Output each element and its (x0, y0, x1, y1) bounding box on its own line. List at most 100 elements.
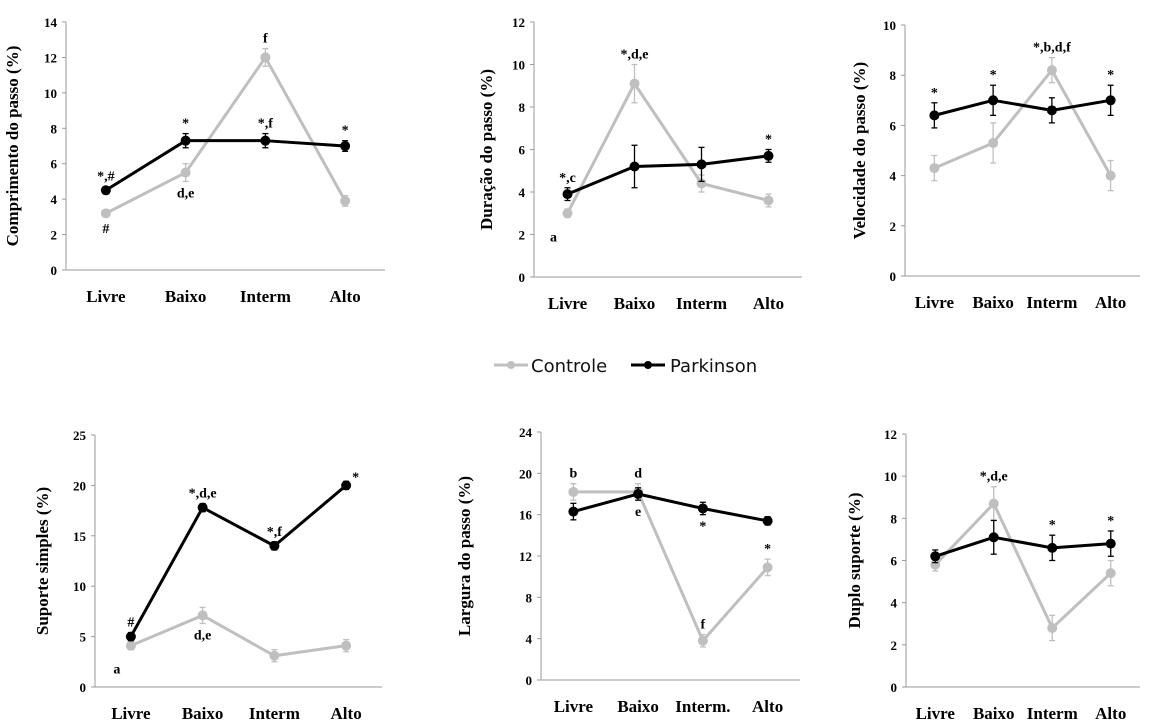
significance-annotation: *,f (258, 117, 274, 132)
y-tick-label: 4 (526, 632, 533, 647)
significance-annotation: * (990, 68, 997, 83)
y-tick-label: 5 (80, 630, 87, 645)
data-point (629, 78, 640, 89)
y-tick-label: 12 (44, 50, 57, 65)
y-tick-label: 0 (80, 680, 87, 695)
y-tick-label: 15 (73, 529, 87, 544)
series-line (934, 98, 1111, 117)
y-axis-label: Comprimento do passo (%) (3, 46, 22, 247)
x-tick-label: Baixo (617, 697, 659, 716)
data-point (341, 640, 352, 651)
series-controle (125, 606, 352, 663)
data-point (988, 498, 999, 509)
data-point (125, 640, 136, 651)
series-line (105, 55, 347, 215)
y-tick-label: 10 (884, 469, 897, 484)
y-tick-label: 10 (512, 58, 525, 73)
y-tick-label: 6 (519, 143, 526, 158)
legend-parkinson-label: Parkinson (670, 356, 757, 377)
significance-annotation: # (127, 616, 134, 631)
data-point (988, 137, 999, 148)
data-point (762, 562, 773, 573)
data-point (1105, 568, 1116, 579)
significance-annotation: e (635, 505, 641, 520)
y-tick-label: 4 (891, 596, 898, 611)
significance-annotation: a (113, 663, 120, 678)
x-tick-label: Livre (111, 704, 151, 720)
y-axis-label: Duração do passo (%) (477, 69, 496, 230)
significance-annotation: a (550, 230, 557, 245)
data-point (988, 532, 999, 543)
x-tick-label: Livre (916, 704, 956, 720)
y-tick-label: 10 (44, 86, 57, 101)
x-tick-label: Alto (330, 287, 361, 306)
data-point (100, 185, 111, 196)
data-point (260, 135, 271, 146)
series-line (573, 490, 769, 643)
y-tick-label: 6 (51, 157, 58, 172)
significance-annotation: * (1107, 68, 1114, 83)
legend: Controle Parkinson (494, 356, 757, 377)
data-point (341, 480, 352, 491)
y-tick-label: 12 (512, 15, 525, 30)
significance-annotation: f (263, 32, 268, 47)
data-point (697, 635, 708, 646)
data-point (633, 489, 644, 499)
data-point (929, 110, 940, 121)
significance-annotation: *,b,d,f (1033, 41, 1071, 56)
data-point (1105, 538, 1116, 549)
series-line (130, 613, 347, 658)
y-tick-label: 4 (51, 192, 58, 207)
y-tick-label: 8 (890, 68, 897, 83)
x-tick-label: Alto (753, 294, 784, 313)
x-tick-label: Baixo (182, 704, 224, 720)
series-line (934, 535, 1111, 558)
y-tick-label: 0 (891, 680, 898, 695)
significance-annotation: b (569, 467, 577, 482)
data-point (340, 195, 351, 206)
y-tick-label: 24 (519, 425, 533, 440)
data-point (269, 650, 280, 661)
data-point (125, 631, 136, 642)
x-tick-label: Interm (1027, 704, 1078, 720)
data-point (763, 150, 774, 161)
y-tick-label: 0 (519, 270, 526, 285)
chart-3: 0 2 4 6 8 10 Livre Baixo Interm Alto Velocidade do… (850, 18, 1140, 312)
chart-1: 0 2 4 6 8 10 12 14 Livre Baixo Interm Alto Comprimen… (3, 15, 385, 306)
legend-controle-label: Controle (531, 356, 607, 377)
significance-annotation: * (182, 117, 189, 132)
x-tick-label: Baixo (972, 293, 1014, 312)
y-tick-label: 16 (519, 508, 533, 523)
data-point (260, 52, 271, 63)
y-tick-label: 2 (51, 228, 58, 243)
series-parkinson (929, 84, 1116, 129)
significance-annotation: * (352, 470, 359, 485)
significance-annotation: * (765, 133, 772, 148)
data-point (100, 208, 111, 219)
data-point (1046, 65, 1057, 76)
series-line (572, 492, 768, 523)
data-point (568, 506, 579, 517)
y-tick-label: 8 (51, 121, 58, 136)
series-line (566, 82, 769, 214)
significance-annotation: *,f (267, 525, 283, 540)
significance-annotation: *,d,e (980, 470, 1008, 485)
y-tick-label: 8 (891, 511, 898, 526)
series-line (566, 154, 769, 196)
series-parkinson (930, 519, 1116, 564)
significance-annotation: *,d,e (189, 487, 217, 502)
significance-annotation: * (764, 542, 771, 557)
data-point (1105, 95, 1116, 106)
data-point (197, 502, 208, 513)
data-point (340, 141, 351, 151)
data-point (197, 610, 208, 621)
y-tick-label: 2 (890, 219, 897, 234)
significance-annotation: d (634, 467, 642, 482)
data-point (929, 163, 940, 174)
significance-annotation: * (931, 86, 938, 101)
data-point (1105, 170, 1116, 181)
series-line (933, 68, 1112, 177)
x-tick-label: Livre (554, 697, 594, 716)
y-tick-label: 0 (51, 263, 58, 278)
